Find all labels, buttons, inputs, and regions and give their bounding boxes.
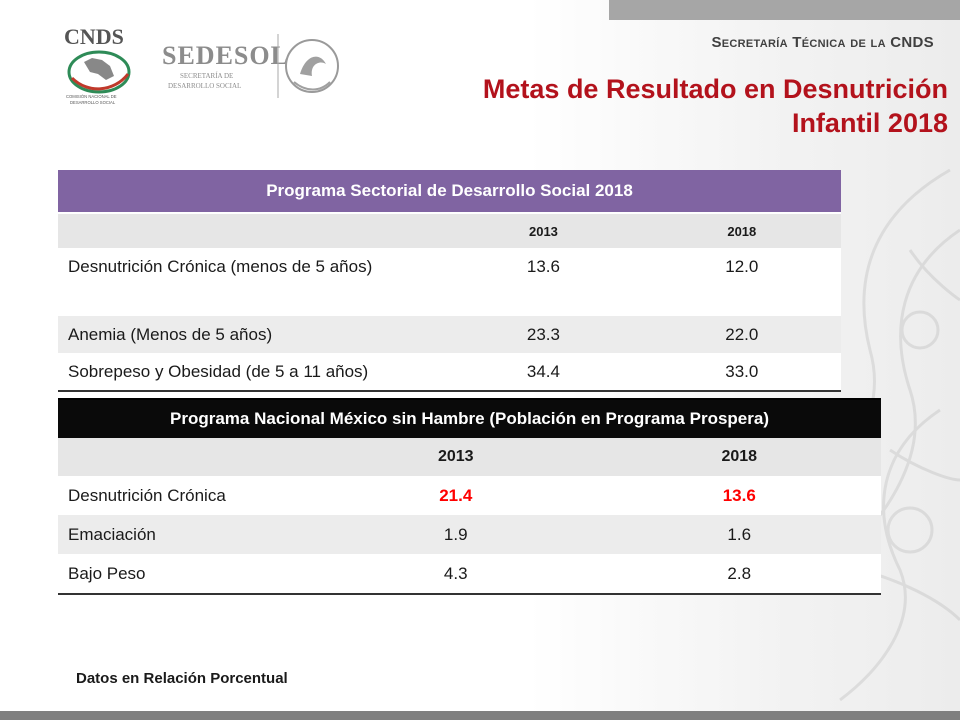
table1-year-row: 2013 2018 xyxy=(58,213,841,248)
table2-year-2018: 2018 xyxy=(597,438,881,476)
value-2018: 2.8 xyxy=(597,554,881,595)
row-label: Bajo Peso xyxy=(58,554,314,595)
bottom-gray-bar xyxy=(0,711,960,720)
table-row: Bajo Peso 4.3 2.8 xyxy=(58,554,881,595)
table1-title: Programa Sectorial de Desarrollo Social … xyxy=(58,170,841,214)
value-2018: 12.0 xyxy=(642,248,841,316)
value-2013: 23.3 xyxy=(444,316,643,353)
table2-year-2013: 2013 xyxy=(314,438,598,476)
table1-year-2013: 2013 xyxy=(444,213,643,248)
row-label: Emaciación xyxy=(58,515,314,554)
row-label: Desnutrición Crónica xyxy=(58,476,314,515)
page-title-line1: Metas de Resultado en Desnutrición xyxy=(482,74,948,104)
table-row: Anemia (Menos de 5 años) 23.3 22.0 xyxy=(58,316,841,353)
value-2013: 4.3 xyxy=(314,554,598,595)
value-2013: 1.9 xyxy=(314,515,598,554)
cnds-logo-text: CNDS xyxy=(64,24,124,49)
value-2013: 21.4 xyxy=(314,476,598,515)
national-seal-icon xyxy=(285,39,339,93)
cnds-sub-line1: COMISIÓN NACIONAL DE xyxy=(66,94,117,99)
footnote: Datos en Relación Porcentual xyxy=(76,670,288,687)
value-2018: 1.6 xyxy=(597,515,881,554)
cnds-green-ring-icon xyxy=(67,50,131,94)
sedesol-sub-line2: DESARROLLO SOCIAL xyxy=(168,82,241,90)
value-2018: 33.0 xyxy=(642,353,841,392)
sedesol-logo: SEDESOL SECRETARÍA DE DESARROLLO SOCIAL xyxy=(162,34,339,98)
cnds-logo: CNDS COMISIÓN NACIONAL DE DESARROLLO SOC… xyxy=(64,24,131,105)
table-row: Emaciación 1.9 1.6 xyxy=(58,515,881,554)
page-title: Metas de Resultado en Desnutrición Infan… xyxy=(388,72,948,140)
table-row: Desnutrición Crónica (menos de 5 años) 1… xyxy=(58,248,841,316)
table2-year-row: 2013 2018 xyxy=(58,438,881,476)
mexico-map-icon xyxy=(84,58,114,80)
row-label: Anemia (Menos de 5 años) xyxy=(58,316,445,353)
table-row: Desnutrición Crónica 21.4 13.6 xyxy=(58,476,881,515)
value-2013: 34.4 xyxy=(444,353,643,392)
page-title-line2: Infantil 2018 xyxy=(791,108,948,138)
table1-empty-header xyxy=(58,213,445,248)
value-2018: 13.6 xyxy=(597,476,881,515)
secretaria-label: Secretaría Técnica de la CNDS xyxy=(711,34,934,51)
table-mexico-sin-hambre: Programa Nacional México sin Hambre (Pob… xyxy=(58,398,881,595)
row-label: Desnutrición Crónica (menos de 5 años) xyxy=(58,248,445,316)
sedesol-logo-text: SEDESOL xyxy=(162,41,289,70)
cnds-sub-line2: DESARROLLO SOCIAL xyxy=(70,100,116,105)
table-programa-sectorial: Programa Sectorial de Desarrollo Social … xyxy=(58,170,841,392)
value-2018: 22.0 xyxy=(642,316,841,353)
table2-empty-header xyxy=(58,438,314,476)
top-gray-bar xyxy=(609,0,960,20)
table2-title: Programa Nacional México sin Hambre (Pob… xyxy=(58,398,881,438)
row-label: Sobrepeso y Obesidad (de 5 a 11 años) xyxy=(58,353,445,392)
table-row: Sobrepeso y Obesidad (de 5 a 11 años) 34… xyxy=(58,353,841,392)
value-2013: 13.6 xyxy=(444,248,643,316)
sedesol-sub-line1: SECRETARÍA DE xyxy=(180,72,233,80)
table1-year-2018: 2018 xyxy=(642,213,841,248)
cnds-red-swoosh-icon xyxy=(70,73,130,91)
